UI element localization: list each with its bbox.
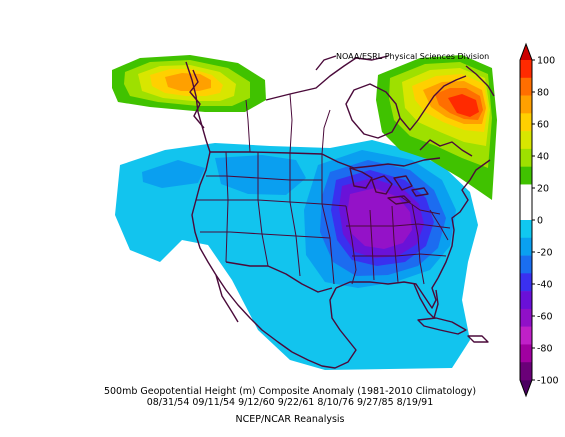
color-scale-swatch xyxy=(520,344,532,363)
color-scale-swatch xyxy=(520,95,532,114)
color-scale-swatch xyxy=(520,255,532,274)
color-scale-swatch xyxy=(520,220,532,239)
credit-text: NOAA/ESRL Physical Sciences Division xyxy=(336,52,490,61)
color-scale-swatch xyxy=(520,362,532,381)
color-scale-swatch xyxy=(520,291,532,310)
color-scale-tick-labels: 100 80 60 40 20 0 -20 -40 -60 -80 -100 xyxy=(532,56,559,387)
color-scale-swatch xyxy=(520,148,532,167)
anomaly-region-plus100-ne xyxy=(448,94,479,117)
caption-source: NCEP/NCAR Reanalysis xyxy=(235,414,345,425)
color-scale-tick-label: 40 xyxy=(537,152,549,163)
anomaly-region-minus30-west xyxy=(142,160,205,188)
state-boundaries xyxy=(196,93,451,285)
color-scale-tick-label: 60 xyxy=(537,120,549,131)
color-scale-swatch xyxy=(520,77,532,96)
color-scale-tick-label: -40 xyxy=(537,280,553,291)
color-scale-tick-label: -60 xyxy=(537,312,553,323)
anomaly-region-minus30-north xyxy=(215,155,306,195)
color-scale-tick-label: 100 xyxy=(537,56,555,67)
color-scale-swatch xyxy=(520,166,532,185)
color-scale-swatch xyxy=(520,60,532,79)
caption-dates: 08/31/54 09/11/54 9/12/60 9/22/61 8/10/7… xyxy=(146,397,434,408)
color-scale-tick-label: -80 xyxy=(537,344,553,355)
color-scale-tick-label: 20 xyxy=(537,184,549,195)
color-scale-swatch xyxy=(520,308,532,327)
color-scale-tick-label: -20 xyxy=(537,248,553,259)
color-scale-swatch xyxy=(520,326,532,345)
map-boundaries xyxy=(185,55,495,369)
color-scale-tick-label: -100 xyxy=(537,376,559,387)
color-scale-max-arrow xyxy=(520,44,532,60)
color-scale-tick-label: 0 xyxy=(537,216,543,227)
color-scale-swatch xyxy=(520,237,532,256)
color-scale-swatch xyxy=(520,202,532,221)
color-scale-swatch xyxy=(520,131,532,150)
color-scale-swatch xyxy=(520,273,532,292)
color-scale-legend: 100 80 60 40 20 0 -20 -40 -60 -80 -100 xyxy=(519,42,559,398)
color-scale-swatch xyxy=(520,184,532,203)
color-scale-swatches xyxy=(519,42,533,398)
color-scale-tick-label: 80 xyxy=(537,88,549,99)
color-scale-swatch xyxy=(520,113,532,132)
anomaly-region-plus60-nw xyxy=(165,73,211,91)
color-scale-min-arrow xyxy=(520,380,532,396)
anomaly-map xyxy=(112,55,497,370)
caption-title: 500mb Geopotential Height (m) Composite … xyxy=(103,386,477,397)
